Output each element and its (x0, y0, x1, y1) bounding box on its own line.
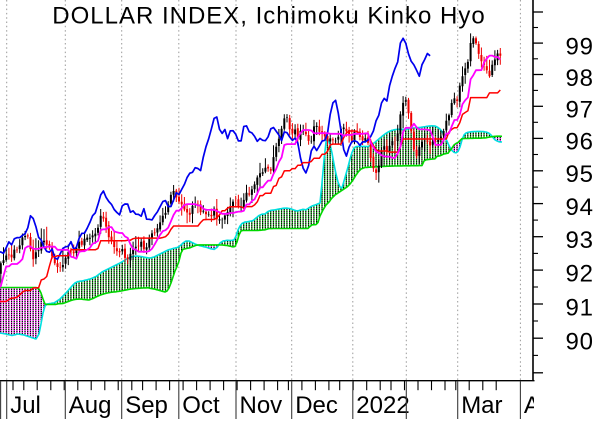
svg-text:Aug: Aug (69, 392, 112, 419)
svg-text:97: 97 (566, 97, 594, 124)
svg-text:91: 91 (566, 294, 594, 321)
svg-text:DOLLAR INDEX, Ichimoku Kinko H: DOLLAR INDEX, Ichimoku Kinko Hyo (52, 3, 485, 30)
svg-text:Apr: Apr (524, 392, 561, 419)
svg-text:Oct: Oct (182, 392, 220, 419)
svg-text:93: 93 (566, 227, 594, 254)
svg-text:2022: 2022 (356, 392, 409, 419)
svg-text:Dec: Dec (295, 392, 338, 419)
svg-text:94: 94 (566, 194, 594, 221)
svg-text:96: 96 (566, 129, 594, 156)
svg-text:99: 99 (566, 33, 594, 60)
svg-text:Sep: Sep (125, 392, 168, 419)
svg-text:90: 90 (566, 329, 594, 356)
svg-text:Nov: Nov (240, 392, 283, 419)
svg-text:Mar: Mar (461, 392, 502, 419)
svg-text:95: 95 (566, 161, 594, 188)
svg-text:98: 98 (566, 65, 594, 92)
svg-text:92: 92 (566, 260, 594, 287)
svg-text:Jul: Jul (10, 392, 41, 419)
